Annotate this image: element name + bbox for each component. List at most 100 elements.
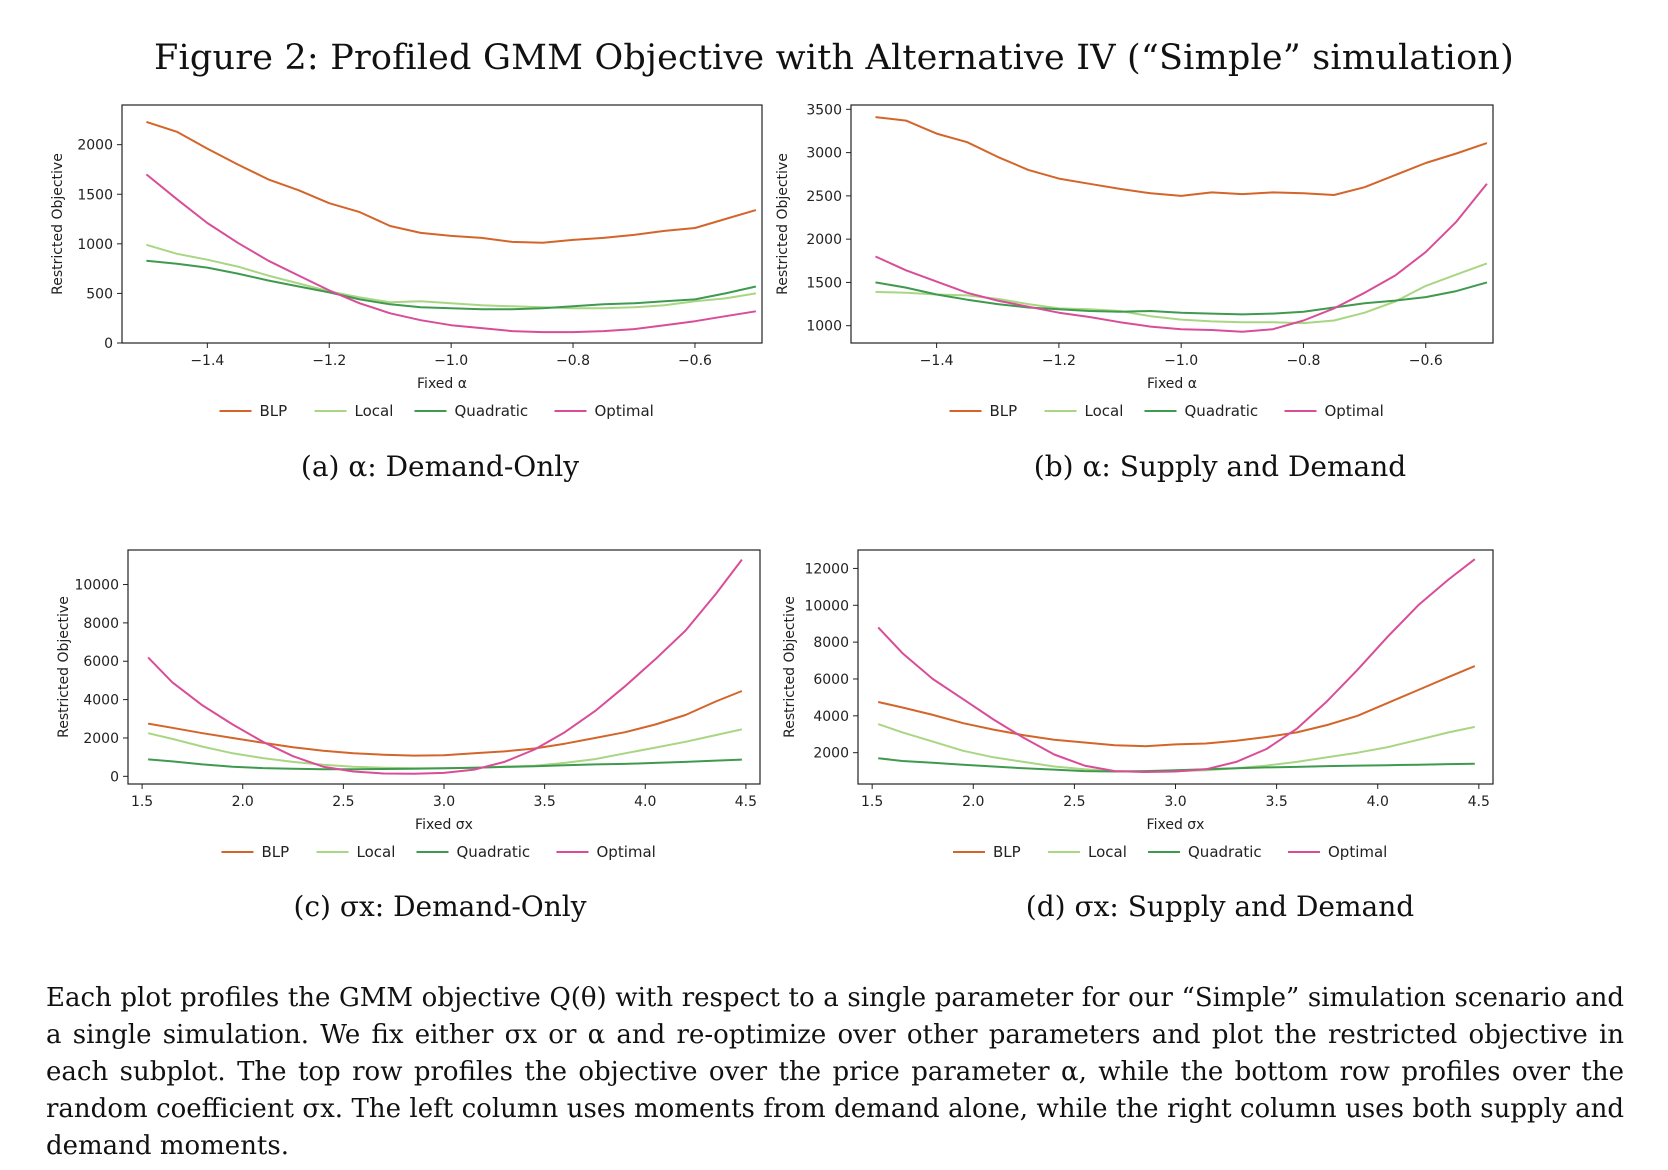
series-line-blp: [877, 665, 1476, 748]
series-line-local: [146, 243, 757, 310]
legend-label-optimal: Optimal: [1325, 402, 1384, 420]
series-line-blp: [146, 120, 757, 244]
series-line-quadratic: [148, 758, 742, 771]
legend-label-optimal: Optimal: [595, 402, 654, 420]
subcaption-c: (c) σx: Demand-Only: [293, 890, 587, 923]
x-tick-label: −1.0: [434, 353, 468, 369]
x-tick-label: −1.2: [312, 353, 346, 369]
subplot-d: 1.5 2.0 2.5 3.0 3.5 4.0 4.5 2000 4000 6000 8000 100…: [782, 540, 1650, 980]
x-tick-label: 3.5: [534, 794, 556, 810]
x-tick-label: 2.5: [332, 794, 354, 810]
y-tick-label: 2000: [77, 138, 113, 154]
series-line-optimal: [877, 558, 1476, 773]
y-tick-label: 2000: [806, 232, 842, 248]
subcaption-d: (d) σx: Supply and Demand: [1025, 890, 1415, 923]
x-tick-label: −1.2: [1042, 353, 1076, 369]
chart-c-svg: 1.5 2.0 2.5 3.0 3.5 4.0 4.5 0 2000 4000 6000 8000 10…: [56, 549, 761, 861]
series-line-blp: [875, 116, 1488, 197]
legend-label-local: Local: [1088, 843, 1127, 861]
x-tick-label: 4.5: [735, 794, 757, 810]
y-tick-label: 1500: [77, 187, 113, 203]
x-tick-label: −1.4: [920, 353, 954, 369]
series-line-blp: [147, 690, 743, 757]
series-line-optimal: [145, 173, 757, 334]
legend-label-blp: BLP: [260, 402, 288, 420]
chart-d-svg: 1.5 2.0 2.5 3.0 3.5 4.0 4.5 2000 4000 6000 8000 100…: [782, 549, 1494, 861]
x-axis-label: Fixed σx: [415, 817, 473, 833]
x-tick-label: 4.0: [1367, 794, 1389, 810]
x-tick-label: 1.5: [861, 794, 883, 810]
legend-label-blp: BLP: [993, 843, 1021, 861]
y-axis-label: Restricted Objective: [782, 596, 798, 738]
legend-label-local: Local: [1085, 402, 1124, 420]
y-tick-label: 3000: [806, 146, 842, 162]
legend-label-optimal: Optimal: [1328, 843, 1387, 861]
subcaption-a: (a) α: Demand-Only: [300, 450, 580, 483]
y-tick-label: 2000: [813, 746, 849, 762]
series-line-quadratic: [875, 281, 1488, 316]
x-tick-label: 4.0: [634, 794, 656, 810]
y-tick-label: 10000: [74, 578, 119, 594]
plot-frame: [127, 549, 761, 785]
legend-label-blp: BLP: [262, 843, 290, 861]
y-tick-label: 12000: [804, 561, 849, 577]
legend-label-quadratic: Quadratic: [457, 843, 531, 861]
x-tick-label: 3.0: [433, 794, 455, 810]
x-tick-label: 3.0: [1164, 794, 1186, 810]
series-line-local: [875, 262, 1488, 325]
y-tick-label: 6000: [83, 654, 119, 670]
legend-label-blp: BLP: [990, 402, 1018, 420]
x-tick-label: −0.8: [1286, 353, 1320, 369]
figure-caption: Each plot profiles the GMM objective Q(θ…: [46, 983, 1624, 1161]
subplot-b: −1.4 −1.2 −1.0 −0.8 −0.6 1000 1500 2000 2500 3000…: [775, 95, 1650, 535]
y-axis-label: Restricted Objective: [56, 596, 72, 738]
x-tick-label: −0.6: [1409, 353, 1443, 369]
x-tick-label: −0.6: [678, 353, 712, 369]
y-tick-label: 4000: [813, 709, 849, 725]
x-tick-label: −1.0: [1164, 353, 1198, 369]
y-tick-label: 10000: [804, 598, 849, 614]
x-tick-label: 4.5: [1468, 794, 1490, 810]
legend-label-quadratic: Quadratic: [1188, 843, 1262, 861]
x-tick-label: 2.5: [1063, 794, 1085, 810]
chart-b-svg: −1.4 −1.2 −1.0 −0.8 −0.6 1000 1500 2000 2500 3000…: [775, 102, 1494, 420]
y-tick-label: 2000: [83, 731, 119, 747]
subplot-a: −1.4 −1.2 −1.0 −0.8 −0.6 0 500 1000 1500 2000 Fixe…: [40, 95, 870, 535]
series-line-optimal: [147, 558, 743, 775]
x-tick-label: −0.8: [556, 353, 590, 369]
y-tick-label: 8000: [813, 635, 849, 651]
plot-frame: [850, 104, 1494, 344]
series-line-quadratic: [146, 259, 757, 311]
subplot-c: 1.5 2.0 2.5 3.0 3.5 4.0 4.5 0 2000 4000 6000 8000 10…: [40, 540, 870, 980]
series-line-optimal: [875, 183, 1488, 333]
x-tick-label: 3.5: [1265, 794, 1287, 810]
legend-label-local: Local: [357, 843, 396, 861]
chart-a-svg: −1.4 −1.2 −1.0 −0.8 −0.6 0 500 1000 1500 2000 Fixe…: [50, 104, 763, 420]
x-tick-label: 1.5: [131, 794, 153, 810]
x-tick-label: −1.4: [190, 353, 224, 369]
y-tick-label: 0: [110, 769, 119, 785]
y-tick-label: 1000: [806, 319, 842, 335]
legend-label-optimal: Optimal: [597, 843, 656, 861]
y-tick-label: 0: [104, 336, 113, 352]
x-tick-label: 2.0: [962, 794, 984, 810]
figure-title: Figure 2: Profiled GMM Objective with Al…: [154, 38, 1514, 78]
x-tick-label: 2.0: [232, 794, 254, 810]
x-axis-label: Fixed α: [1147, 376, 1197, 392]
y-tick-label: 500: [86, 286, 113, 302]
y-tick-label: 3500: [806, 102, 842, 118]
legend-label-local: Local: [355, 402, 394, 420]
plot-frame: [121, 104, 763, 344]
y-tick-label: 4000: [83, 693, 119, 709]
subcaption-b: (b) α: Supply and Demand: [1033, 450, 1407, 483]
x-axis-label: Fixed α: [417, 376, 467, 392]
legend-label-quadratic: Quadratic: [455, 402, 529, 420]
y-tick-label: 1000: [77, 237, 113, 253]
y-axis-label: Restricted Objective: [50, 153, 66, 295]
y-axis-label: Restricted Objective: [775, 153, 791, 295]
y-tick-label: 2500: [806, 189, 842, 205]
y-tick-label: 1500: [806, 275, 842, 291]
x-axis-label: Fixed σx: [1147, 817, 1205, 833]
plot-frame: [857, 549, 1494, 785]
series-line-quadratic: [878, 757, 1475, 773]
